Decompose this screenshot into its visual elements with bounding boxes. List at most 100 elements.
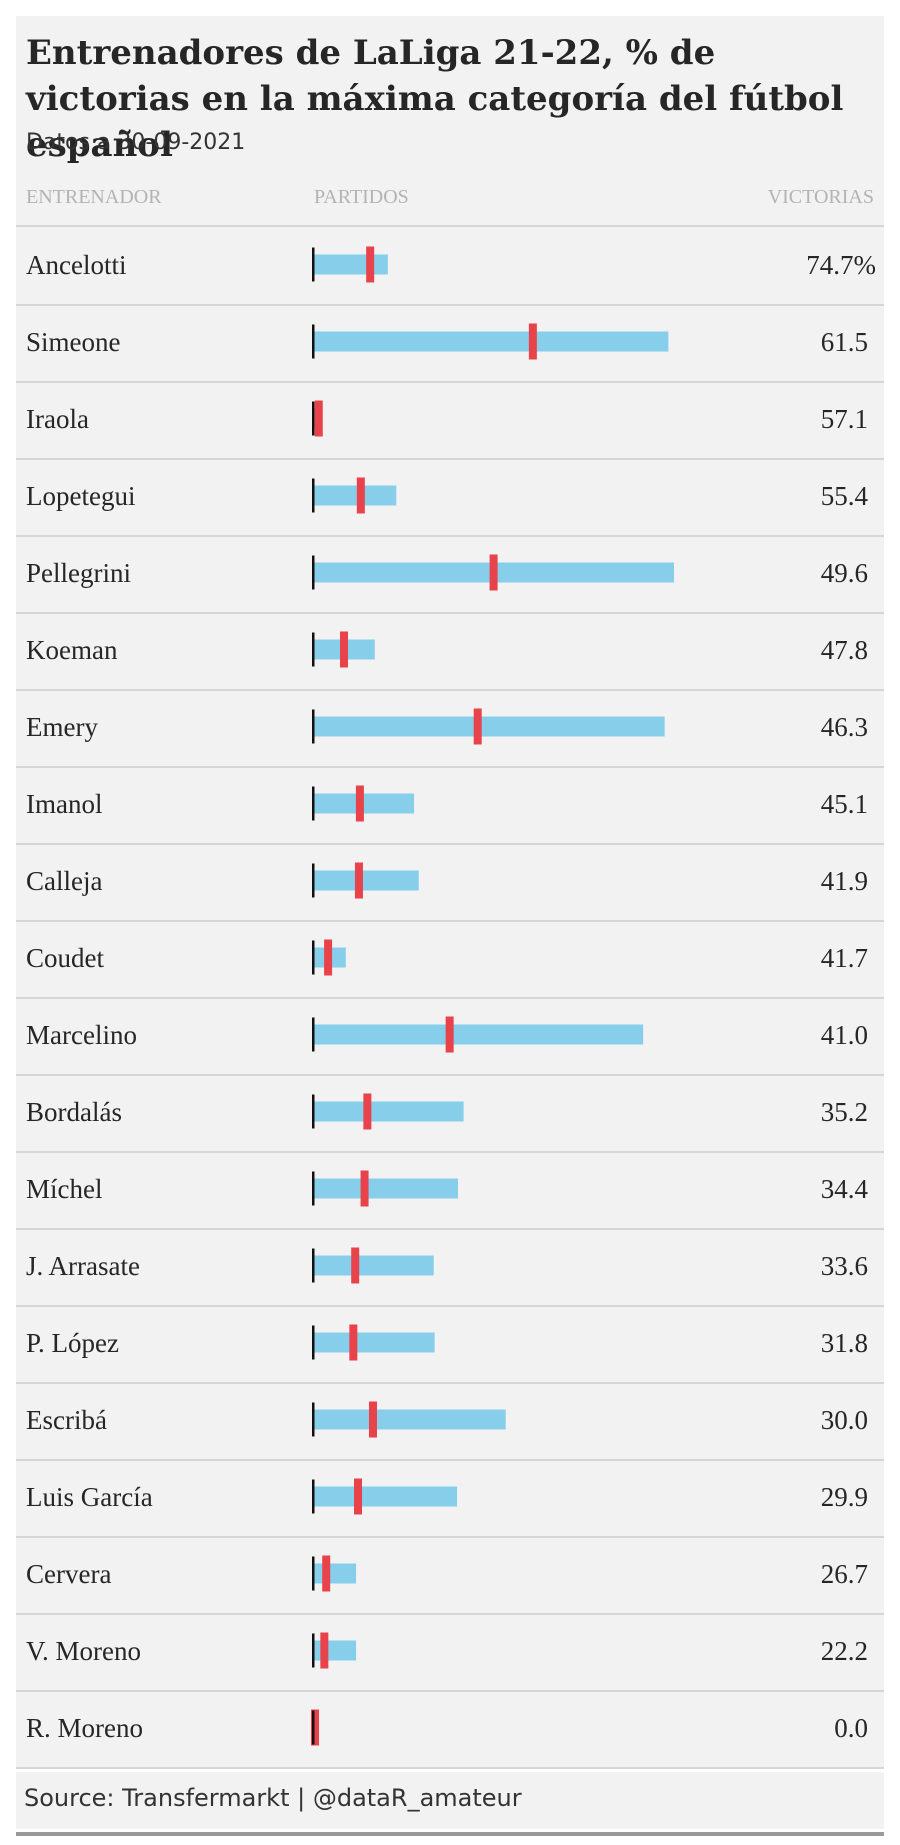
table-row: V. Moreno 22.2 bbox=[16, 1613, 884, 1692]
bullet-bar bbox=[312, 1170, 458, 1207]
matches-bar bbox=[314, 1486, 458, 1507]
wins-marker bbox=[339, 631, 348, 668]
wins-marker bbox=[322, 1555, 331, 1592]
zero-baseline bbox=[312, 1094, 315, 1129]
zero-baseline bbox=[312, 1633, 315, 1668]
win-percentage: 57.1 bbox=[820, 404, 868, 434]
wins-marker bbox=[324, 939, 333, 976]
header-divider bbox=[16, 225, 884, 227]
source-caption: Source: Transfermarkt | @dataR_amateur bbox=[24, 1784, 522, 1812]
coach-name: Bordalás bbox=[26, 1097, 122, 1127]
bullet-bar bbox=[312, 785, 415, 822]
matches-bar bbox=[314, 485, 397, 506]
bullet-bar bbox=[312, 939, 346, 976]
zero-baseline bbox=[312, 1248, 315, 1283]
wins-marker bbox=[349, 1324, 358, 1361]
table-row: Pellegrini 49.6 bbox=[16, 535, 884, 614]
chart-subtitle: Datos a 30-09-2021 bbox=[26, 130, 246, 155]
zero-baseline bbox=[312, 401, 315, 436]
coach-name: Escribá bbox=[26, 1405, 107, 1435]
table-row: Iraola 57.1 bbox=[16, 381, 884, 460]
wins-marker bbox=[354, 862, 363, 899]
zero-baseline bbox=[312, 786, 315, 821]
table-row: Escribá 30.0 bbox=[16, 1382, 884, 1461]
win-percentage: 41.7 bbox=[820, 943, 868, 973]
bullet-bar bbox=[312, 1401, 506, 1438]
table-row: Coudet 41.7 bbox=[16, 920, 884, 999]
wins-marker bbox=[320, 1632, 329, 1669]
zero-baseline bbox=[312, 478, 315, 513]
wins-marker bbox=[445, 1016, 454, 1053]
bullet-bar bbox=[312, 1478, 458, 1515]
matches-bar bbox=[314, 1563, 357, 1584]
coach-name: Ancelotti bbox=[26, 250, 127, 280]
win-percentage: 46.3 bbox=[820, 712, 868, 742]
coach-name: Marcelino bbox=[26, 1020, 137, 1050]
matches-bar bbox=[314, 716, 665, 737]
zero-baseline bbox=[312, 1556, 315, 1591]
coach-name: Simeone bbox=[26, 327, 121, 357]
chart-title: Entrenadores de LaLiga 21-22, % de victo… bbox=[26, 33, 844, 165]
bullet-bar bbox=[312, 1093, 464, 1130]
coach-name: Lopetegui bbox=[26, 481, 136, 511]
zero-baseline bbox=[312, 1710, 315, 1745]
coach-name: Luis García bbox=[26, 1482, 153, 1512]
bullet-bar bbox=[312, 1016, 644, 1053]
coach-name: Pellegrini bbox=[26, 558, 131, 588]
coach-name: Koeman bbox=[26, 635, 118, 665]
zero-baseline bbox=[312, 940, 315, 975]
bullet-bar bbox=[312, 1632, 357, 1669]
wins-marker bbox=[363, 1093, 372, 1130]
bullet-bar bbox=[312, 631, 375, 668]
table-row: Emery 46.3 bbox=[16, 689, 884, 768]
wins-marker bbox=[311, 1709, 319, 1746]
table-row: Bordalás 35.2 bbox=[16, 1074, 884, 1153]
zero-baseline bbox=[312, 1402, 315, 1437]
coach-name: Imanol bbox=[26, 789, 103, 819]
bullet-bar bbox=[312, 477, 397, 514]
zero-baseline bbox=[312, 1325, 315, 1360]
matches-bar bbox=[314, 1409, 506, 1430]
table-row: Míchel 34.4 bbox=[16, 1151, 884, 1230]
win-percentage: 47.8 bbox=[820, 635, 868, 665]
win-percentage: 35.2 bbox=[820, 1097, 868, 1127]
table-row: Luis García 29.9 bbox=[16, 1459, 884, 1538]
bullet-bar bbox=[312, 400, 323, 437]
matches-bar bbox=[314, 1255, 434, 1276]
coach-name: V. Moreno bbox=[26, 1636, 142, 1666]
zero-baseline bbox=[312, 632, 315, 667]
coach-name: Calleja bbox=[26, 866, 103, 896]
wins-marker bbox=[351, 1247, 360, 1284]
bullet-bar bbox=[312, 323, 669, 360]
wins-marker bbox=[528, 323, 537, 360]
column-header-name: ENTRENADOR bbox=[26, 186, 162, 208]
table-row: Ancelotti 74.7% bbox=[16, 227, 884, 306]
bullet-bar bbox=[312, 1555, 357, 1592]
zero-baseline bbox=[312, 247, 315, 282]
win-percentage: 61.5 bbox=[820, 327, 868, 357]
bullet-bar bbox=[312, 246, 388, 283]
matches-bar bbox=[314, 254, 388, 275]
win-percentage: 41.0 bbox=[820, 1020, 868, 1050]
coach-name: J. Arrasate bbox=[26, 1251, 140, 1281]
wins-marker bbox=[473, 708, 482, 745]
bullet-bar bbox=[312, 708, 665, 745]
win-percentage: 41.9 bbox=[820, 866, 868, 896]
coach-name: Míchel bbox=[26, 1174, 103, 1204]
win-percentage: 26.7 bbox=[820, 1559, 868, 1589]
wins-marker bbox=[314, 400, 323, 437]
win-percentage: 45.1 bbox=[820, 789, 868, 819]
matches-bar bbox=[314, 1101, 464, 1122]
coach-name: Iraola bbox=[26, 404, 89, 434]
wins-marker bbox=[355, 785, 364, 822]
table-row: Calleja 41.9 bbox=[16, 843, 884, 922]
win-percentage: 29.9 bbox=[820, 1482, 868, 1512]
bullet-bar bbox=[312, 862, 419, 899]
win-percentage: 49.6 bbox=[820, 558, 868, 588]
matches-bar bbox=[314, 1178, 458, 1199]
coach-name: P. López bbox=[26, 1328, 119, 1358]
matches-bar bbox=[314, 1024, 644, 1045]
column-header-bar: PARTIDOS bbox=[314, 186, 409, 208]
coach-name: Emery bbox=[26, 712, 98, 742]
win-percentage: 0.0 bbox=[834, 1713, 868, 1743]
